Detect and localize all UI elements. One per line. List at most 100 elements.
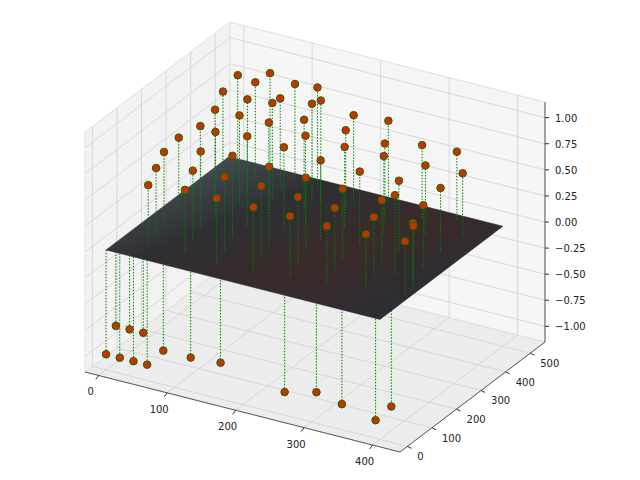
point — [418, 141, 426, 149]
y-tick — [432, 428, 436, 430]
x-tick-label: 100 — [150, 404, 169, 415]
stem — [365, 234, 366, 288]
stem — [178, 138, 179, 209]
point — [152, 164, 160, 172]
stem — [115, 242, 116, 325]
stem — [253, 207, 254, 270]
stem — [305, 178, 306, 251]
point — [212, 128, 220, 136]
point — [139, 329, 147, 337]
stem — [261, 186, 262, 257]
point — [380, 152, 388, 160]
z-grid-line — [85, 64, 545, 174]
tick-labels: 01002003004000100200300400500−1.00−0.75−… — [88, 113, 586, 467]
stem — [383, 156, 384, 233]
stem — [133, 257, 134, 361]
x-tick — [301, 428, 304, 432]
z-tick — [545, 300, 549, 301]
point — [331, 204, 339, 212]
point — [197, 148, 205, 156]
y-tick-label: 300 — [491, 395, 510, 406]
point — [221, 173, 229, 181]
stem — [148, 185, 149, 246]
point — [459, 170, 467, 178]
point — [378, 196, 386, 204]
stem — [440, 188, 441, 253]
stem — [334, 208, 335, 271]
point — [302, 132, 310, 140]
point — [187, 354, 195, 362]
point — [219, 88, 227, 96]
x-tick-label: 400 — [355, 456, 374, 467]
stem — [359, 172, 360, 245]
point — [130, 357, 138, 365]
points-above — [144, 69, 466, 293]
stem — [163, 262, 164, 351]
z-tick-label: 0.00 — [555, 217, 577, 228]
stem — [272, 103, 273, 200]
z-grid-line — [85, 38, 545, 148]
point — [342, 126, 350, 134]
point — [341, 143, 349, 151]
stem — [190, 269, 191, 358]
stem — [320, 160, 321, 239]
stem — [375, 316, 376, 420]
y-tick — [407, 446, 411, 448]
stem — [425, 165, 426, 236]
stem — [269, 167, 270, 244]
point — [280, 143, 288, 151]
z-tick-label: 0.50 — [555, 165, 577, 176]
stem — [342, 189, 343, 258]
y-tick-label: 0 — [417, 451, 423, 462]
y-tick — [530, 353, 534, 355]
stem — [200, 152, 201, 227]
point — [350, 111, 358, 119]
stem — [237, 75, 238, 164]
stem — [462, 173, 463, 236]
stem — [119, 253, 120, 357]
point — [236, 112, 244, 120]
stem — [284, 288, 285, 392]
point — [269, 99, 277, 107]
stem — [320, 101, 321, 205]
stem — [326, 226, 327, 283]
z-tick — [545, 274, 549, 275]
z-tick-label: −0.50 — [555, 269, 586, 280]
chart: 01002003004000100200300400500−1.00−0.75−… — [0, 0, 640, 480]
point — [370, 213, 378, 221]
x-tick-label: 200 — [218, 421, 237, 432]
stem — [220, 274, 221, 363]
point — [300, 116, 308, 124]
stem — [216, 198, 217, 263]
stem — [297, 197, 298, 264]
point — [265, 119, 273, 127]
point — [126, 326, 134, 334]
x-tick — [96, 375, 99, 379]
point — [356, 168, 364, 176]
z-tick — [545, 248, 549, 249]
point — [294, 193, 302, 201]
stem — [280, 98, 281, 187]
point — [323, 222, 331, 230]
stem — [215, 132, 216, 215]
stem — [312, 104, 313, 198]
stem — [391, 307, 392, 406]
point — [381, 140, 389, 148]
point — [338, 400, 346, 408]
point — [265, 163, 273, 171]
point — [372, 416, 380, 424]
point — [339, 185, 347, 193]
y-tick — [457, 409, 461, 411]
axes — [85, 102, 545, 452]
stem — [143, 249, 144, 332]
point — [388, 403, 396, 411]
x-tick — [370, 445, 373, 449]
stem — [353, 115, 354, 201]
stem — [423, 205, 424, 266]
z-tick-label: −0.25 — [555, 243, 586, 254]
point — [116, 354, 124, 362]
point — [213, 195, 221, 203]
point — [308, 100, 316, 108]
stem — [388, 121, 389, 202]
z-tick — [545, 326, 549, 327]
